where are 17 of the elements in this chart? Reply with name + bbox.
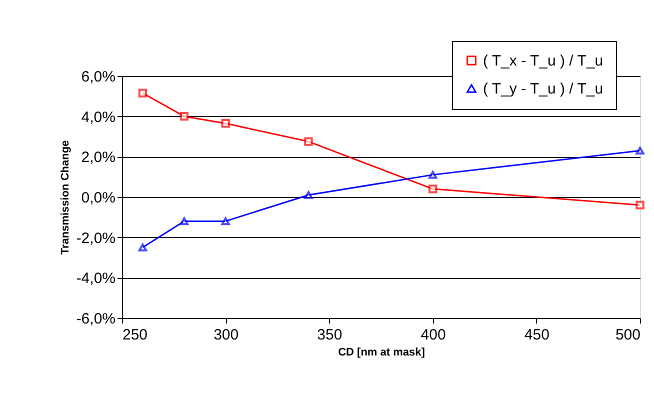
y-tick-label: 4,0% bbox=[81, 108, 116, 126]
y-tick-label: 6,0% bbox=[81, 68, 116, 86]
x-tick-label: 500 bbox=[615, 326, 640, 344]
y-tick-label: 0,0% bbox=[81, 190, 116, 206]
x-tick-label: 300 bbox=[214, 326, 239, 344]
legend-label: ( T_y - T_u ) / T_u bbox=[483, 80, 604, 98]
y-tick-label: -4,0% bbox=[76, 270, 116, 288]
y-axis-title: Transmission Change bbox=[59, 140, 72, 255]
x-tick-label: 400 bbox=[420, 326, 446, 344]
x-axis-title: CD [nm at mask] bbox=[338, 346, 426, 358]
x-tick-label: 450 bbox=[524, 326, 550, 344]
y-tick-label: 2,0% bbox=[81, 149, 116, 166]
y-tick-label: -6,0% bbox=[76, 310, 116, 328]
legend-label: ( T_x - T_u ) / T_u bbox=[483, 52, 604, 70]
y-tick-label: -2,0% bbox=[76, 230, 116, 247]
x-tick-label: 350 bbox=[317, 326, 342, 344]
x-tick-label: 250 bbox=[122, 326, 148, 344]
